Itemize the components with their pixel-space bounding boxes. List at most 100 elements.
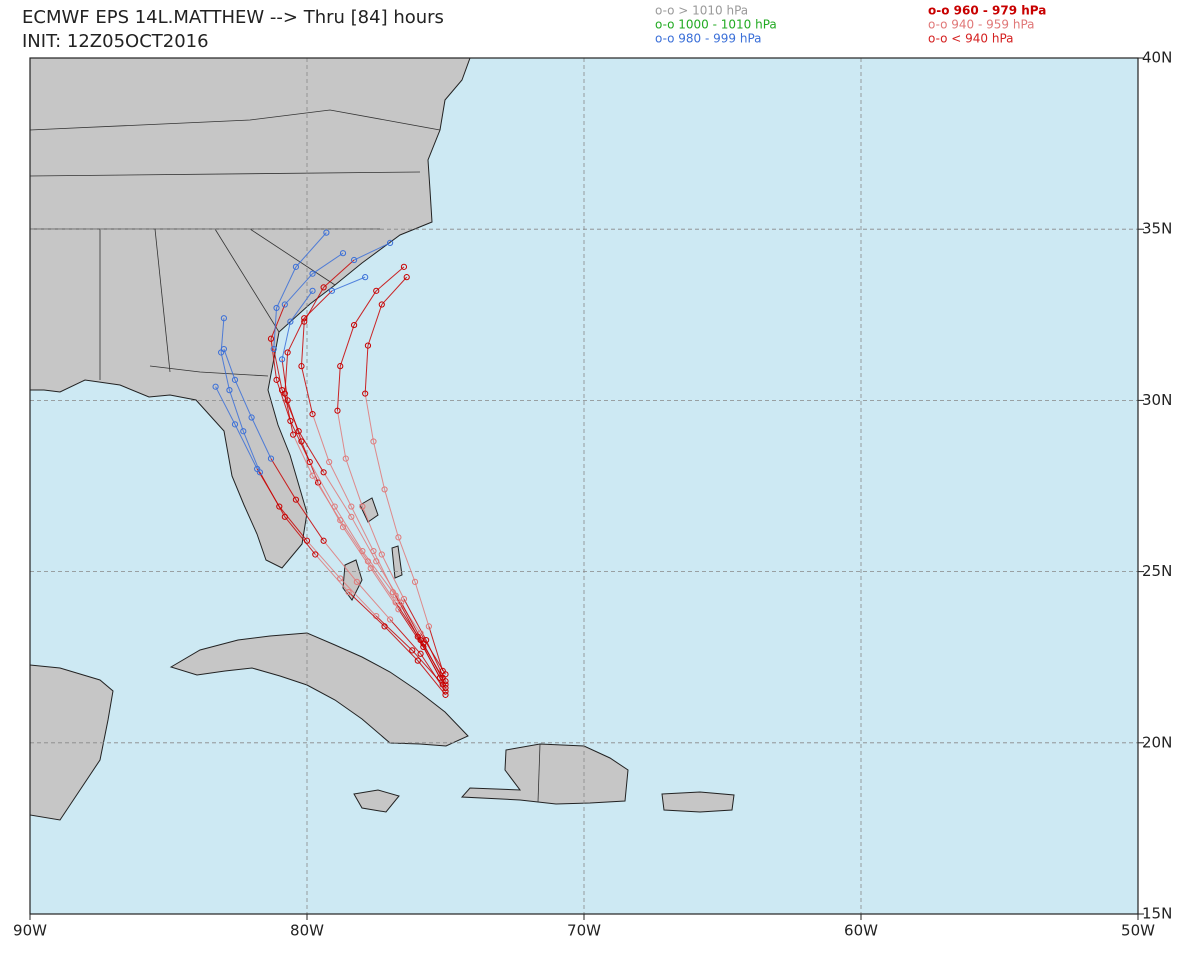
track-segment <box>381 276 408 305</box>
state-border <box>29 109 441 131</box>
track-point <box>387 239 394 246</box>
track-segment <box>353 290 377 326</box>
track-point <box>411 578 419 585</box>
track-segment <box>281 359 289 401</box>
track-segment <box>350 506 374 552</box>
track-segment <box>273 348 283 391</box>
track-point <box>256 469 264 476</box>
track-segment <box>372 441 386 490</box>
track-segment <box>309 461 336 507</box>
track-segment <box>276 379 291 422</box>
track-segment <box>323 472 352 518</box>
track-segment <box>273 307 278 350</box>
track-point <box>312 551 319 558</box>
track-point <box>387 616 394 623</box>
track-point <box>381 486 388 493</box>
track-segment <box>281 321 291 360</box>
track-segment <box>292 434 313 476</box>
track-segment <box>303 287 325 322</box>
track-point <box>392 599 399 606</box>
track-point <box>403 274 410 281</box>
track-point <box>306 458 313 466</box>
track-segment <box>339 324 355 367</box>
track-segment <box>375 561 402 603</box>
track-point <box>212 383 219 390</box>
track-segment <box>336 366 341 411</box>
track-segment <box>334 506 363 552</box>
track-point <box>345 589 352 596</box>
y-tick-label: 20N <box>1142 733 1172 751</box>
track-point <box>373 558 380 565</box>
track-segment <box>289 420 311 463</box>
track-point <box>309 410 316 418</box>
track-point <box>326 458 333 466</box>
track-point <box>320 469 327 476</box>
track-segment <box>395 602 421 641</box>
track-point <box>281 301 288 308</box>
track-segment <box>284 393 294 435</box>
track-point <box>414 657 421 664</box>
track-segment <box>298 430 325 473</box>
track-point <box>295 428 302 435</box>
track-segment <box>284 352 289 394</box>
track-point <box>381 623 388 630</box>
track-segment <box>259 472 286 518</box>
track-point <box>320 537 327 544</box>
track-point <box>267 455 275 462</box>
track-point <box>309 472 316 479</box>
track-segment <box>414 581 430 627</box>
title: ECMWF EPS 14L.MATTHEW --> Thru [84] hour… <box>22 7 444 28</box>
jamaica <box>353 789 400 813</box>
track-segment <box>284 516 316 555</box>
track-point <box>378 301 385 308</box>
track-point <box>400 263 408 270</box>
track-segment <box>295 499 325 542</box>
hispaniola <box>460 743 629 805</box>
track-point <box>362 390 369 397</box>
track-segment <box>345 458 363 507</box>
track-segment <box>361 506 383 555</box>
state-border <box>149 365 269 377</box>
track-point <box>281 513 288 520</box>
track-segment <box>303 290 333 319</box>
track-point <box>348 513 355 520</box>
x-tick-label: 60W <box>844 922 878 940</box>
tracks <box>212 229 449 698</box>
track-segment <box>281 389 300 432</box>
track-segment <box>223 348 236 381</box>
state-border <box>249 228 336 286</box>
legend-entry: o-o 980 - 999 hPa <box>655 32 762 46</box>
track-point <box>350 256 358 264</box>
track-segment <box>364 393 374 442</box>
track-segment <box>342 526 372 569</box>
track-segment <box>312 413 330 463</box>
country-border <box>537 743 541 803</box>
track-segment <box>381 554 405 600</box>
track-segment <box>323 259 355 288</box>
track-segment <box>215 386 236 425</box>
track-point <box>425 623 432 630</box>
track-point <box>439 667 446 674</box>
track-segment <box>234 424 258 470</box>
track-segment <box>375 615 413 651</box>
track-segment <box>350 516 377 562</box>
track-segment <box>300 366 314 415</box>
track-segment <box>361 550 394 593</box>
state-border <box>214 228 280 333</box>
track-segment <box>353 242 391 261</box>
track-point <box>290 431 297 438</box>
track-point <box>292 496 300 503</box>
track-point <box>328 287 336 294</box>
init-time: INIT: 12Z05OCT2016 <box>22 31 209 52</box>
x-tick-label: 80W <box>290 922 324 940</box>
legend-entry: o-o 1000 - 1010 hPa <box>655 18 777 32</box>
track-point <box>218 349 225 356</box>
track-segment <box>428 626 444 672</box>
track-segment <box>270 338 278 380</box>
land <box>29 57 735 821</box>
track-segment <box>295 232 327 268</box>
y-tick-label: 40N <box>1142 49 1172 67</box>
legend-entry: o-o 960 - 979 hPa <box>928 4 1046 18</box>
